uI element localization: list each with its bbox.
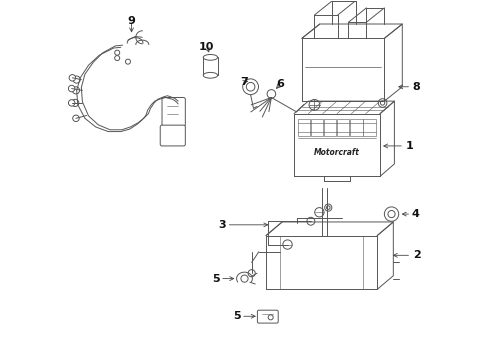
Text: 5: 5 <box>232 311 240 321</box>
Ellipse shape <box>203 54 217 60</box>
Text: 6: 6 <box>276 79 284 89</box>
Circle shape <box>267 315 273 320</box>
Circle shape <box>68 85 75 92</box>
Circle shape <box>308 99 319 110</box>
Circle shape <box>241 275 247 282</box>
Bar <box>323 119 336 136</box>
Circle shape <box>125 59 130 64</box>
Bar <box>203 57 217 75</box>
Circle shape <box>72 99 79 107</box>
Circle shape <box>72 87 80 94</box>
Circle shape <box>324 204 331 211</box>
Circle shape <box>242 79 258 95</box>
Bar <box>310 119 323 136</box>
Circle shape <box>378 99 386 107</box>
Circle shape <box>73 115 79 122</box>
Circle shape <box>247 270 255 277</box>
Text: 4: 4 <box>411 209 419 219</box>
Circle shape <box>306 217 314 225</box>
FancyBboxPatch shape <box>160 125 185 146</box>
Text: 1: 1 <box>405 141 412 151</box>
Circle shape <box>73 76 80 83</box>
Circle shape <box>282 240 292 249</box>
Circle shape <box>380 101 384 105</box>
Circle shape <box>115 55 120 60</box>
Circle shape <box>314 208 324 217</box>
Bar <box>336 119 349 136</box>
Circle shape <box>69 75 76 81</box>
Text: 9: 9 <box>127 16 135 26</box>
Bar <box>363 119 375 136</box>
Text: 2: 2 <box>412 250 420 260</box>
Text: 7: 7 <box>240 77 248 87</box>
Circle shape <box>384 207 398 221</box>
Text: 10: 10 <box>199 42 214 52</box>
Text: 3: 3 <box>218 220 225 230</box>
Text: 8: 8 <box>411 82 419 92</box>
FancyBboxPatch shape <box>162 98 185 126</box>
Bar <box>349 119 362 136</box>
Circle shape <box>326 206 329 210</box>
Circle shape <box>246 82 254 91</box>
Circle shape <box>387 211 394 218</box>
Circle shape <box>266 90 275 98</box>
Text: Motorcraft: Motorcraft <box>313 148 359 157</box>
Ellipse shape <box>203 72 217 78</box>
Bar <box>297 119 309 136</box>
FancyBboxPatch shape <box>257 310 278 323</box>
Circle shape <box>68 100 75 106</box>
Text: 5: 5 <box>212 274 219 284</box>
Circle shape <box>115 50 120 55</box>
